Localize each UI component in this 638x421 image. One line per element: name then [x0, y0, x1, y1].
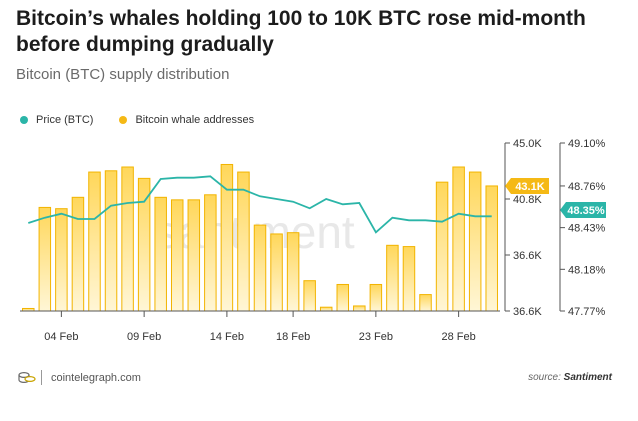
footer-source-name: Santiment	[563, 372, 612, 383]
footer-source: source: Santiment	[528, 372, 612, 383]
callout-price-badge	[560, 202, 606, 218]
y-right-tick-label: 47.77%	[568, 306, 606, 318]
footer-source-prefix: source:	[528, 372, 561, 383]
bar-25-feb	[402, 246, 416, 312]
axes: 04 Feb 09 Feb 14 Feb 18 Feb 23 Feb 28 Feb 36.6…	[20, 138, 606, 343]
callout-whales-badge	[505, 177, 549, 194]
bar-12-feb	[187, 199, 201, 312]
bar-13-feb	[204, 194, 217, 312]
bar-10-feb	[154, 196, 167, 312]
bar-19-feb	[303, 280, 316, 312]
bar-28-feb	[452, 166, 465, 312]
bar-21-feb	[336, 283, 350, 312]
bar-05-feb	[71, 196, 85, 312]
bar-22-feb	[353, 305, 366, 312]
chart-subtitle: Bitcoin (BTC) supply distribution	[16, 66, 230, 83]
bar-04-feb	[55, 208, 68, 312]
bar-03-feb	[38, 206, 52, 312]
bar-17-feb	[270, 233, 283, 312]
y-right-tick-label: 49.10%	[568, 138, 606, 150]
bar-series-whales	[22, 163, 498, 312]
line-series-price	[28, 175, 492, 234]
callout-whales-label: 43.1K	[515, 181, 544, 193]
callout-price-label: 48.35%	[567, 205, 605, 217]
cointelegraph-logo-icon	[18, 371, 36, 383]
y-left-tick-label: 40.8K	[513, 194, 542, 206]
bar-26-feb	[419, 294, 432, 312]
x-tick-label: 14 Feb	[210, 331, 244, 343]
bar-07-feb	[104, 170, 118, 312]
bar-24-feb	[386, 244, 399, 312]
footer-site[interactable]: cointelegraph.com	[51, 372, 141, 384]
legend-price-swatch	[20, 116, 28, 124]
legend-whales-swatch	[119, 116, 128, 124]
bar-11-feb	[170, 199, 184, 312]
bar-06-feb	[88, 171, 101, 312]
y-left-tick-label: 45.0K	[513, 138, 542, 150]
bar-20-feb	[319, 306, 333, 312]
bar-08-feb	[121, 166, 134, 312]
bar-02-mar	[485, 185, 498, 312]
bar-09-feb	[137, 177, 151, 312]
y-left-tick-label: 36.6K	[513, 306, 542, 318]
y-left-tick-label: 36.6K	[513, 250, 542, 262]
legend: Price (BTC) Bitcoin whale addresses	[20, 114, 254, 126]
bar-01-mar	[468, 171, 482, 312]
x-tick-label: 04 Feb	[44, 331, 78, 343]
bar-23-feb	[369, 283, 383, 312]
price-line	[28, 175, 492, 234]
legend-price-label: Price (BTC)	[36, 114, 94, 126]
x-tick-label: 09 Feb	[127, 331, 161, 343]
y-right-tick-label: 48.43%	[568, 223, 606, 235]
bar-16-feb	[253, 224, 267, 312]
legend-item-price: Price (BTC)	[20, 114, 93, 126]
y-right-tick-label: 48.18%	[568, 264, 606, 276]
legend-item-whales: Bitcoin whale addresses	[119, 114, 254, 126]
bar-27-feb	[435, 181, 449, 312]
legend-whales-label: Bitcoin whale addresses	[135, 114, 255, 126]
bar-18-feb	[286, 232, 300, 312]
callouts: 43.1K 48.35%	[505, 177, 606, 218]
y-right-tick-label: 48.76%	[568, 181, 606, 193]
bar-15-feb	[237, 171, 250, 312]
chart-title: Bitcoin’s whales holding 100 to 10K BTC …	[16, 7, 586, 56]
x-tick-label: 28 Feb	[441, 331, 475, 343]
footer-separator	[41, 370, 42, 385]
x-tick-label: 18 Feb	[276, 331, 310, 343]
x-tick-label: 23 Feb	[359, 331, 393, 343]
